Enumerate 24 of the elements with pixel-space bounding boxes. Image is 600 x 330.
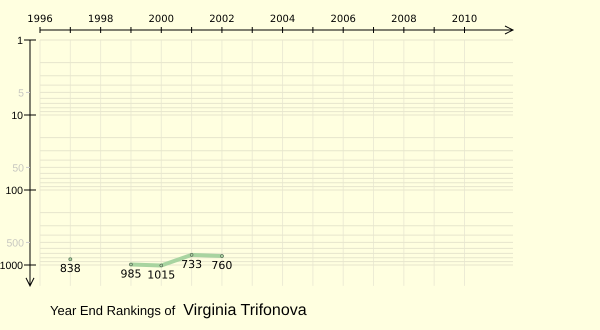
x-tick-label: 2002 xyxy=(209,14,235,25)
x-tick-label: 1996 xyxy=(27,14,53,25)
x-tick-label: 2006 xyxy=(330,14,356,25)
text: Virginia Trifonova xyxy=(183,302,307,319)
data-label: 1015 xyxy=(147,268,176,282)
y-tick-label: 1 xyxy=(17,35,24,47)
data-label: 733 xyxy=(181,258,202,271)
x-tick-label: 2008 xyxy=(391,14,417,25)
point xyxy=(190,253,194,257)
y-tick-label: 100 xyxy=(5,185,24,197)
x-tick-label: 2004 xyxy=(270,14,296,25)
x-tick-label: 2010 xyxy=(452,14,478,25)
text: Year End Rankings of xyxy=(50,303,176,318)
point xyxy=(220,254,224,258)
data-label: 838 xyxy=(60,262,81,276)
y-tick-label: 1000 xyxy=(0,260,24,272)
point xyxy=(160,264,164,268)
y-tick-label: 10 xyxy=(11,110,24,122)
x-tick-label: 2000 xyxy=(148,14,174,25)
data-label: 985 xyxy=(120,268,142,281)
point xyxy=(129,262,133,266)
data-label: 760 xyxy=(211,259,232,272)
x-tick-label: 1998 xyxy=(88,14,114,25)
point xyxy=(68,257,72,261)
